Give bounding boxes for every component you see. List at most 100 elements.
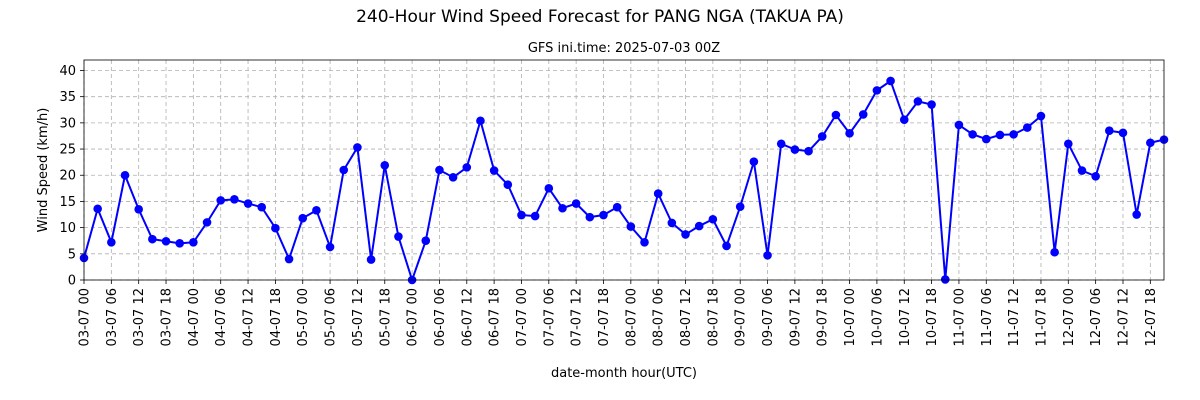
data-point [1105, 126, 1114, 136]
data-point [735, 202, 745, 211]
data-point [694, 221, 704, 231]
x-tick-label: 05-07 00 [296, 288, 311, 346]
data-point [134, 204, 143, 214]
x-tick-label: 10-07 00 [843, 288, 858, 346]
x-tick-label: 08-07 06 [652, 288, 667, 346]
x-tick-label: 07-07 06 [542, 288, 557, 346]
x-tick-label: 11-07 12 [1007, 288, 1022, 346]
x-tick-label: 09-07 18 [816, 288, 831, 346]
x-tick-label: 08-07 18 [706, 288, 721, 346]
x-tick-label: 04-07 00 [187, 288, 202, 346]
x-tick-label: 03-07 12 [132, 288, 147, 346]
x-tick-label: 12-07 18 [1144, 288, 1159, 346]
data-point [107, 237, 116, 247]
data-point [298, 213, 308, 223]
data-point [421, 236, 431, 246]
data-point [243, 199, 253, 208]
data-point [913, 97, 923, 106]
y-tick-label: 35 [59, 90, 76, 105]
x-tick-label: 05-07 06 [324, 288, 339, 346]
data-point [325, 242, 335, 252]
data-point [462, 163, 472, 172]
data-point [284, 254, 294, 264]
x-tick-label: 10-07 06 [870, 288, 885, 346]
data-point [995, 130, 1005, 140]
data-point [858, 110, 868, 119]
data-point [1022, 123, 1032, 132]
data-point [845, 129, 854, 138]
x-tick-label: 08-07 00 [624, 288, 639, 346]
x-axis-label: date-month hour(UTC) [551, 366, 697, 381]
data-point [653, 189, 663, 198]
data-point [612, 202, 622, 212]
x-tick-label: 10-07 12 [898, 288, 913, 346]
data-point [558, 203, 567, 213]
data-point [599, 210, 608, 220]
y-tick-label: 5 [68, 247, 76, 262]
series-line [83, 79, 1165, 284]
x-tick-label: 11-07 18 [1034, 288, 1049, 346]
y-tick-label: 15 [59, 195, 76, 210]
data-point [831, 110, 841, 120]
data-point [817, 132, 827, 141]
data-point [339, 165, 349, 175]
data-point [763, 251, 772, 260]
data-point [954, 120, 964, 130]
data-point [1146, 138, 1155, 148]
data-point [1077, 166, 1087, 175]
y-tick-label: 10 [59, 221, 76, 236]
data-point [216, 196, 226, 205]
data-point [544, 184, 554, 193]
data-point [708, 214, 718, 224]
grid-lines [83, 60, 1164, 281]
data-point [448, 173, 458, 182]
x-tick-label: 07-07 12 [570, 288, 585, 346]
data-point [489, 166, 499, 175]
data-point [435, 165, 444, 175]
chart-subtitle: GFS ini.time: 2025-07-03 00Z [528, 41, 720, 56]
x-tick-label: 05-07 12 [351, 288, 366, 346]
y-tick-label: 40 [59, 64, 76, 79]
y-tick-label: 20 [59, 169, 76, 184]
data-point [353, 143, 362, 152]
data-points [79, 76, 1169, 285]
x-tick-label: 11-07 06 [980, 288, 995, 346]
y-tick-label: 25 [59, 143, 76, 158]
data-point [722, 241, 731, 251]
x-tick-label: 12-07 06 [1089, 288, 1104, 346]
x-tick-label: 09-07 00 [734, 288, 749, 346]
y-axis-label: Wind Speed (km/h) [36, 108, 51, 233]
data-point [1050, 247, 1059, 257]
data-point [927, 100, 936, 109]
data-point [968, 130, 977, 139]
data-point [161, 236, 171, 246]
x-tick-label: 06-07 00 [406, 288, 421, 346]
x-tick-label: 04-07 06 [214, 288, 229, 346]
data-point [640, 237, 649, 247]
data-point [872, 86, 882, 95]
data-point [120, 170, 130, 180]
data-point [312, 206, 321, 215]
plot-frame [83, 59, 1165, 281]
data-point [366, 255, 376, 264]
data-point [257, 202, 267, 212]
x-tick-label: 04-07 12 [242, 288, 257, 346]
data-point [93, 204, 102, 214]
data-point [503, 180, 513, 189]
data-point [940, 275, 950, 284]
data-point [271, 223, 280, 233]
x-tick-label: 03-07 00 [78, 288, 93, 346]
y-tick-label: 0 [68, 274, 76, 289]
chart-title: 240-Hour Wind Speed Forecast for PANG NG… [356, 7, 844, 27]
data-point [189, 237, 198, 247]
data-point [1118, 128, 1128, 138]
x-tick-label: 09-07 12 [788, 288, 803, 346]
data-point [790, 145, 800, 154]
x-tick-label: 04-07 18 [269, 288, 284, 346]
data-point [394, 232, 403, 241]
x-tick-label: 06-07 06 [433, 288, 448, 346]
x-tick-label: 03-07 06 [105, 288, 120, 346]
x-tick-label: 12-07 00 [1062, 288, 1077, 346]
data-point [1091, 171, 1100, 181]
